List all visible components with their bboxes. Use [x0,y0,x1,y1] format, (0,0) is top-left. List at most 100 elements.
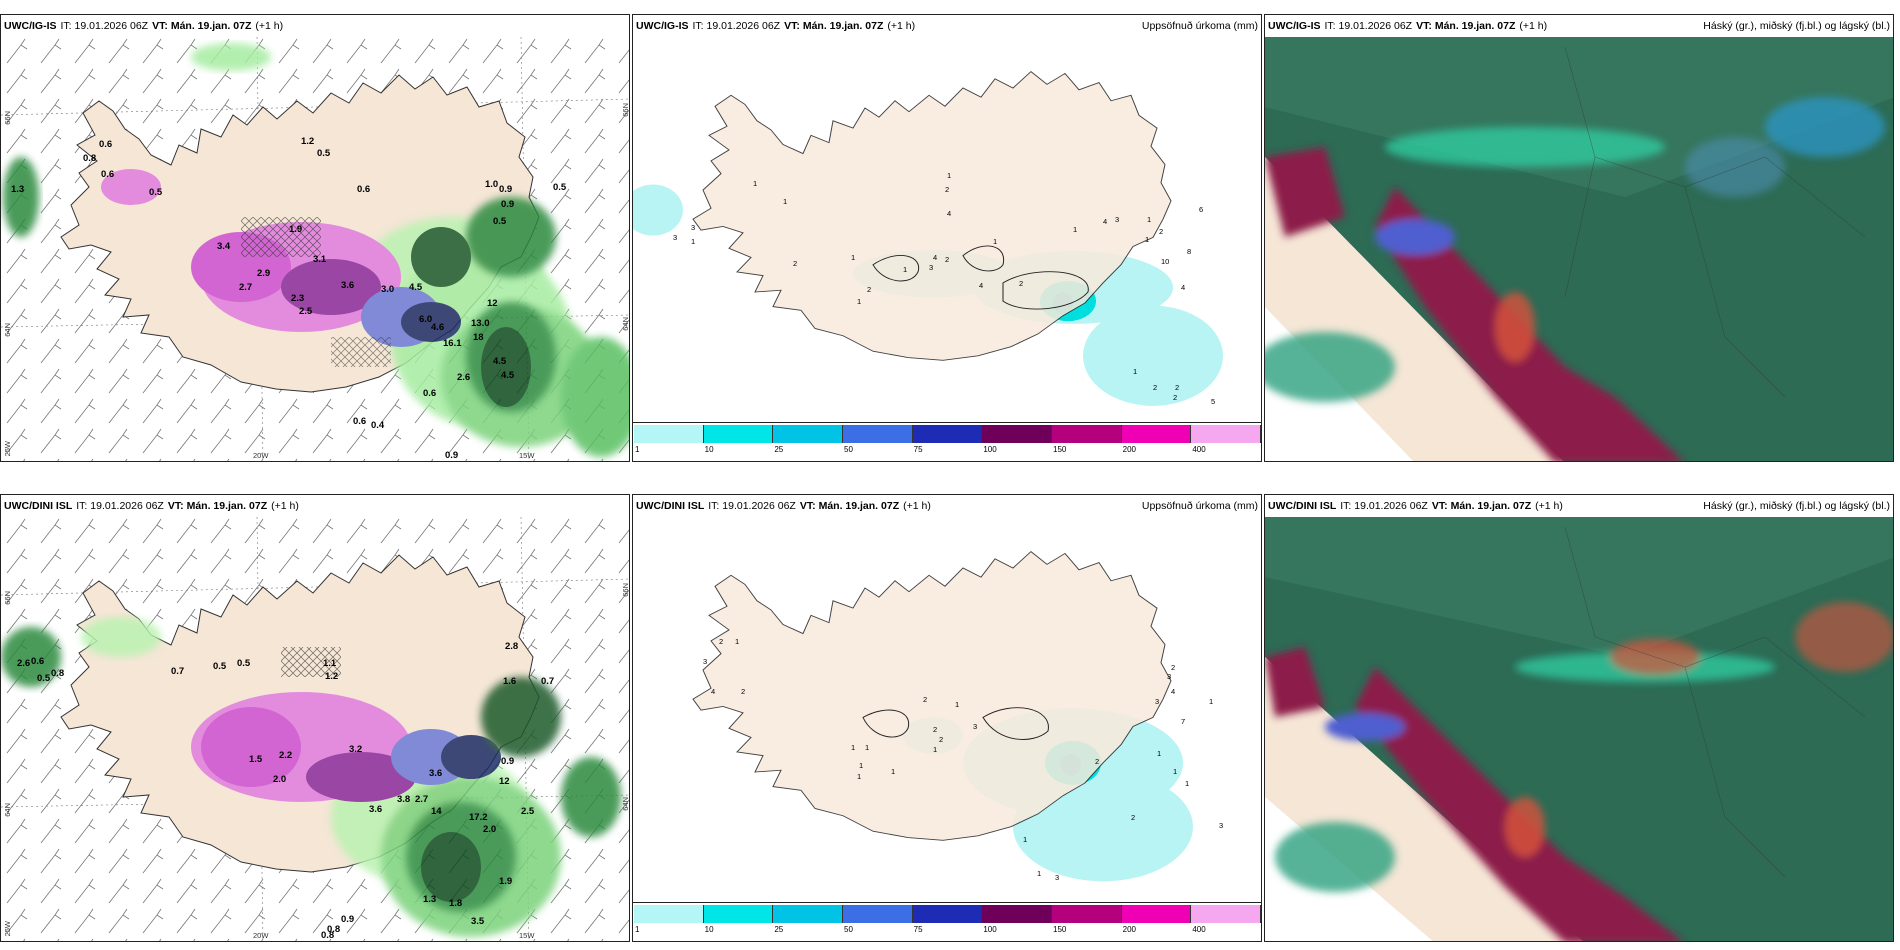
colorbar-cell [634,905,704,923]
value-label: 0.6 [357,184,371,195]
vt-value: Mán. 19.jan. 07Z [1450,500,1532,512]
value-label: 0.9 [501,756,515,767]
lat-label-66: 66N [3,111,12,125]
value-label: 4 [1181,283,1186,292]
value-label: 1 [1133,367,1138,376]
colorbar-cell [843,425,913,443]
value-label: 1 [691,237,696,246]
panel-header: UWC/DINI ISL IT: 19.01.2026 06Z VT: Mán.… [1265,495,1893,517]
value-label: 0.5 [553,182,567,193]
colorbar-tick: 25 [774,925,784,934]
value-label: 3.4 [217,241,231,252]
value-label: 18 [473,332,484,343]
map-panel-clouds-bottom: UWC/DINI ISL IT: 19.01.2026 06Z VT: Mán.… [1264,494,1894,942]
panel-title: Háský (gr.), miðský (fj.bl.) og lágský (… [1703,500,1890,512]
value-label: 0.7 [171,666,185,677]
value-label: 0.6 [423,388,437,399]
value-label: 4.5 [501,370,515,381]
value-label: 0.6 [31,656,45,667]
colorbar-tick: 150 [1053,445,1067,454]
colorbar-tick: 25 [774,445,784,454]
value-label: 1.0 [485,179,499,190]
colorbar-cell [912,905,983,923]
it-value: 19.01.2026 06Z [706,20,781,32]
value-label: 2.0 [273,774,287,785]
value-label: 1 [1157,749,1162,758]
value-label: 4.6 [431,322,445,333]
model-name: UWC/IG-IS [1268,20,1321,32]
colorbar-cell [1121,425,1192,443]
value-label: 1.9 [499,876,513,887]
value-label: 2 [867,285,872,294]
map-canvas [633,71,1223,406]
colorbar-tick: 150 [1053,925,1067,934]
value-label: 13.0 [471,318,490,329]
panel-header: UWC/IG-IS IT: 19.01.2026 06Z VT: Mán. 19… [1265,15,1893,37]
vt-label: VT: [1431,500,1448,512]
colorbar-cell [703,905,774,923]
lead-time: (+1 h) [903,500,931,512]
value-label: 0.5 [237,658,251,669]
value-label: 0.8 [83,153,97,164]
lat-label-66-right: 66N [621,103,630,117]
value-label: 3 [1219,821,1224,830]
it-label: IT: [60,20,72,32]
value-label: 0.5 [37,673,51,684]
panel-header: UWC/DINI ISL IT: 19.01.2026 06Z VT: Mán.… [1,495,629,517]
value-label: 2 [1175,383,1180,392]
it-label: IT: [708,500,720,512]
value-label: 1.2 [325,671,339,682]
colorbar-cell [773,425,844,443]
lon-label-20: 20W [253,931,269,940]
lon-label-25: 25W [3,921,12,937]
map-canvas [1,37,629,461]
value-label: 2 [939,735,944,744]
colorbar-tick: 75 [913,445,923,454]
value-label: 0.6 [353,416,367,427]
value-label: 1.1 [323,658,337,669]
value-label: 3.1 [313,254,327,265]
it-value: 19.01.2026 06Z [722,500,796,512]
value-label: 0.9 [499,184,513,195]
lat-label-64-right: 64N [621,797,630,811]
vt-value: Mán. 19.jan. 07Z [170,20,252,32]
value-label: 4 [1103,217,1108,226]
value-label: 10 [1161,257,1170,266]
value-label: 1 [993,237,998,246]
map-panel-precip-wind-bottom: UWC/DINI ISL IT: 19.01.2026 06Z VT: Mán.… [0,494,630,942]
lead-time: (+1 h) [271,500,299,512]
colorbar-cell [982,425,1053,443]
value-label: 2 [793,259,798,268]
value-label: 3 [929,263,934,272]
colorbar-tick: 200 [1122,925,1137,934]
map-area: 66N 64N 25W 20W 15W 66N 64N 0.6 0.8 0.6 0.5… [1,37,630,461]
value-label: 6 [1199,205,1204,214]
value-label: 0.5 [149,187,163,198]
value-label: 2 [1131,813,1136,822]
map-panel-accum-bottom: UWC/DINI ISL IT: 19.01.2026 06Z VT: Mán.… [632,494,1262,942]
lon-label-25: 25W [3,441,12,457]
lon-label-20: 20W [253,451,269,460]
colorbar-cell [982,905,1053,923]
value-label: 2 [1159,227,1164,236]
value-label: 1.5 [249,754,263,765]
model-name: UWC/DINI ISL [4,500,73,512]
value-label: 2 [945,185,950,194]
value-label: 0.5 [493,216,507,227]
value-label: 16.1 [443,338,462,349]
value-label: 1 [903,265,908,274]
value-label: 3.6 [429,768,443,779]
value-label: 1 [735,637,740,646]
colorbar-cell [1191,905,1261,923]
value-label: 2.7 [239,282,253,293]
value-label: 1 [1023,835,1028,844]
colorbar-tick: 200 [1122,445,1137,454]
vt-label: VT: [799,500,816,512]
it-label: IT: [1324,20,1336,32]
value-label: 0.8 [321,930,335,941]
value-label: 1 [865,743,870,752]
value-label: 1 [1037,869,1042,878]
value-label: 12 [499,776,510,787]
vt-value: Mán. 19.jan. 07Z [1434,20,1516,32]
